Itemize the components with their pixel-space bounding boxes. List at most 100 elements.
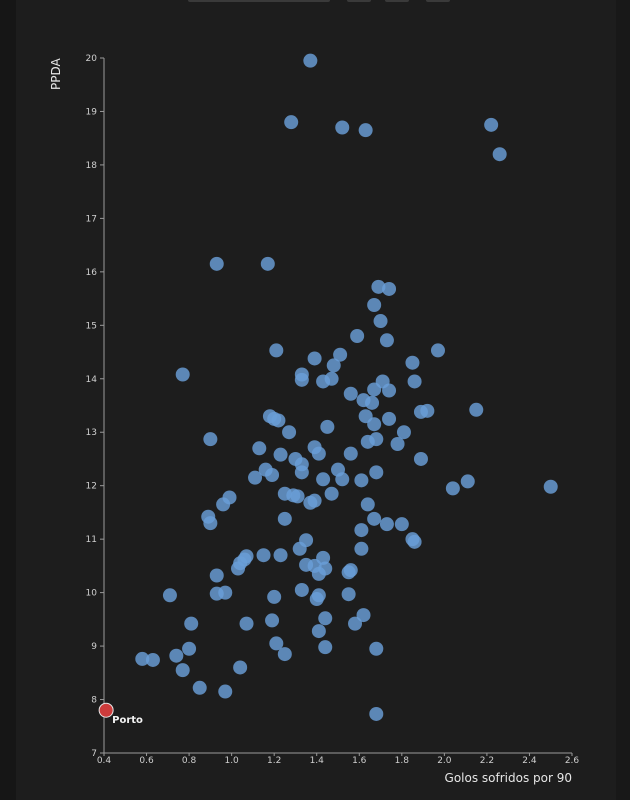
data-point[interactable] (341, 587, 356, 602)
data-point[interactable] (324, 371, 339, 386)
data-point[interactable] (273, 447, 288, 462)
data-point[interactable] (248, 470, 263, 485)
highlight-point[interactable] (98, 702, 114, 718)
data-point[interactable] (360, 497, 375, 512)
data-point[interactable] (316, 472, 331, 487)
data-point[interactable] (265, 613, 280, 628)
data-point[interactable] (311, 624, 326, 639)
data-point[interactable] (369, 465, 384, 480)
data-point[interactable] (303, 495, 318, 510)
data-point[interactable] (175, 367, 190, 382)
data-point[interactable] (231, 561, 246, 576)
data-point[interactable] (162, 588, 177, 603)
data-point[interactable] (367, 297, 382, 312)
data-point[interactable] (282, 425, 297, 440)
data-point[interactable] (284, 115, 299, 130)
data-point[interactable] (354, 523, 369, 538)
data-point[interactable] (343, 563, 358, 578)
data-point[interactable] (373, 314, 388, 329)
data-point[interactable] (290, 489, 305, 504)
data-point[interactable] (277, 511, 292, 526)
data-point[interactable] (239, 616, 254, 631)
data-point[interactable] (318, 611, 333, 626)
data-point[interactable] (460, 474, 475, 489)
data-point[interactable] (354, 473, 369, 488)
data-point[interactable] (379, 333, 394, 348)
data-point[interactable] (413, 404, 428, 419)
data-point[interactable] (209, 586, 224, 601)
data-point[interactable] (382, 383, 397, 398)
data-point[interactable] (367, 511, 382, 526)
data-point[interactable] (192, 680, 207, 695)
data-point[interactable] (430, 343, 445, 358)
data-point[interactable] (271, 413, 286, 428)
data-point[interactable] (294, 582, 309, 597)
data-point[interactable] (209, 256, 224, 271)
data-point[interactable] (407, 374, 422, 389)
data-point[interactable] (277, 647, 292, 662)
data-point[interactable] (203, 432, 218, 447)
data-point[interactable] (358, 123, 373, 138)
data-point[interactable] (303, 53, 318, 68)
data-point[interactable] (175, 663, 190, 678)
data-point[interactable] (335, 120, 350, 135)
data-point[interactable] (216, 497, 231, 512)
top-control[interactable] (188, 0, 330, 2)
top-control[interactable] (426, 0, 450, 2)
data-point[interactable] (356, 608, 371, 623)
data-point[interactable] (292, 541, 307, 556)
data-point[interactable] (445, 481, 460, 496)
data-point[interactable] (371, 279, 386, 294)
data-point[interactable] (484, 117, 499, 132)
data-point[interactable] (145, 652, 160, 667)
data-point[interactable] (354, 541, 369, 556)
data-point[interactable] (333, 347, 348, 362)
data-point[interactable] (413, 451, 428, 466)
data-point[interactable] (218, 684, 233, 699)
data-point[interactable] (320, 419, 335, 434)
data-point[interactable] (169, 648, 184, 663)
data-point[interactable] (260, 256, 275, 271)
data-point[interactable] (390, 436, 405, 451)
data-point[interactable] (318, 640, 333, 655)
data-point[interactable] (294, 465, 309, 480)
data-point[interactable] (365, 395, 380, 410)
data-point[interactable] (343, 386, 358, 401)
data-point[interactable] (269, 343, 284, 358)
data-point[interactable] (294, 372, 309, 387)
data-point[interactable] (394, 517, 409, 532)
data-point[interactable] (469, 402, 484, 417)
data-point[interactable] (379, 517, 394, 532)
top-control[interactable] (347, 0, 371, 2)
data-point[interactable] (311, 446, 326, 461)
data-point[interactable] (273, 548, 288, 563)
data-point[interactable] (543, 479, 558, 494)
data-point[interactable] (252, 441, 267, 456)
data-point[interactable] (350, 329, 365, 343)
data-point[interactable] (382, 411, 397, 426)
data-point[interactable] (267, 589, 282, 604)
data-point[interactable] (396, 425, 411, 440)
data-point[interactable] (269, 636, 284, 651)
data-point[interactable] (311, 566, 326, 581)
data-point[interactable] (182, 641, 197, 656)
data-point[interactable] (233, 660, 248, 675)
data-point[interactable] (360, 434, 375, 449)
data-point[interactable] (311, 588, 326, 603)
data-point[interactable] (367, 382, 382, 397)
data-point[interactable] (307, 351, 322, 366)
data-point[interactable] (369, 706, 384, 721)
data-point[interactable] (324, 486, 339, 501)
data-point[interactable] (367, 417, 382, 432)
data-point[interactable] (407, 534, 422, 549)
data-point[interactable] (343, 446, 358, 461)
data-point[interactable] (492, 147, 507, 162)
data-point[interactable] (184, 616, 199, 631)
data-point[interactable] (348, 616, 363, 631)
data-point[interactable] (405, 355, 420, 370)
data-point[interactable] (209, 568, 224, 583)
top-control[interactable] (385, 0, 409, 2)
data-point[interactable] (203, 516, 218, 531)
data-point[interactable] (265, 468, 280, 482)
data-point[interactable] (135, 651, 150, 666)
